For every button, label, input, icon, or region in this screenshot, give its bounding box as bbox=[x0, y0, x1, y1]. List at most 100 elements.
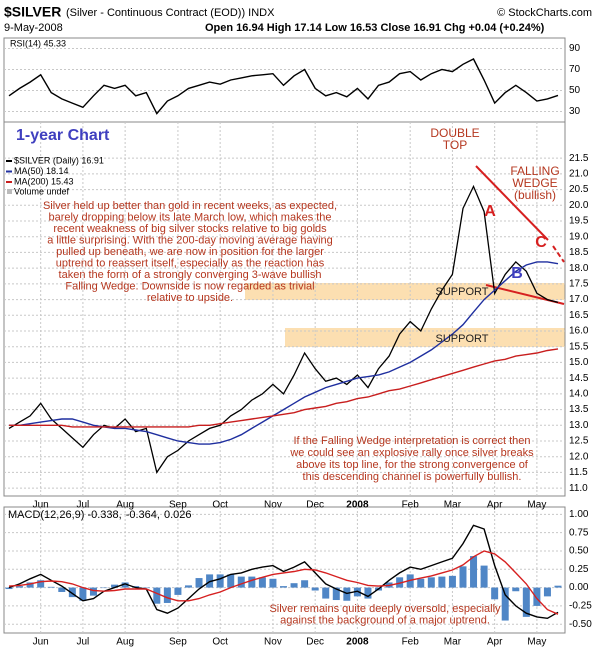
histogram-bar bbox=[322, 587, 330, 599]
histogram-bar bbox=[480, 565, 488, 588]
y-tick-label: 14.5 bbox=[569, 373, 589, 384]
histogram-bar bbox=[58, 587, 66, 592]
histogram-bar bbox=[163, 587, 171, 603]
copyright: © StockCharts.com bbox=[497, 7, 592, 19]
y-tick-label: 1.00 bbox=[569, 509, 589, 520]
description: (Silver - Continuous Contract (EOD)) IND… bbox=[66, 7, 275, 19]
histogram-bar bbox=[153, 587, 161, 604]
y-tick-label: 20.0 bbox=[569, 200, 589, 211]
x-tick-label: Apr bbox=[487, 500, 503, 511]
x-tick-label: Jun bbox=[33, 637, 49, 648]
y-tick-label: 21.0 bbox=[569, 168, 589, 179]
series-line bbox=[8, 58, 559, 115]
histogram-bar bbox=[111, 584, 119, 588]
series-line bbox=[9, 348, 559, 428]
y-tick-label: 17.0 bbox=[569, 294, 589, 305]
annotation: DOUBLE bbox=[430, 126, 479, 140]
y-tick-label: 15.5 bbox=[569, 341, 589, 352]
commentary: uptrend to reassert itself, especially a… bbox=[56, 257, 325, 269]
histogram-bar bbox=[258, 577, 266, 588]
commentary: If the Falling Wedge interpretation is c… bbox=[293, 435, 530, 447]
y-tick-label: 12.5 bbox=[569, 436, 589, 447]
legend-entry: Volume undef bbox=[14, 186, 70, 196]
x-tick-label: Apr bbox=[487, 637, 503, 648]
x-tick-label: Sep bbox=[169, 500, 187, 511]
commentary: taken the form of a strongly converging … bbox=[59, 269, 322, 281]
y-tick-label: 11.5 bbox=[569, 467, 588, 478]
support-label: SUPPORT bbox=[436, 286, 489, 298]
commentary: relative to upside. bbox=[147, 292, 233, 304]
x-tick-label: Dec bbox=[306, 637, 324, 648]
y-tick-label: 21.5 bbox=[569, 153, 589, 164]
series-line bbox=[8, 524, 559, 620]
histogram-bar bbox=[280, 586, 287, 588]
histogram-bar bbox=[227, 574, 235, 588]
x-tick-label: Mar bbox=[444, 637, 462, 648]
x-tick-label: Jun bbox=[33, 500, 49, 511]
histogram-bar bbox=[543, 587, 551, 597]
histogram-bar bbox=[501, 587, 509, 621]
legend-entry: $SILVER (Daily) 16.91 bbox=[14, 155, 104, 165]
y-tick-label: 15.0 bbox=[569, 357, 589, 368]
histogram-bar bbox=[47, 586, 55, 588]
y-tick-label: 0.50 bbox=[569, 546, 589, 557]
histogram-bar bbox=[142, 587, 150, 589]
histogram-bar bbox=[174, 587, 182, 595]
commentary: Silver remains quite deeply oversold, es… bbox=[269, 603, 501, 615]
period-label: 1-year Chart bbox=[16, 127, 110, 144]
y-tick-label: 20.5 bbox=[569, 184, 589, 195]
x-tick-label: 2008 bbox=[346, 500, 369, 511]
annotation: FALLING bbox=[510, 164, 559, 178]
annotation: WEDGE bbox=[512, 176, 557, 190]
histogram-bar bbox=[216, 574, 224, 588]
histogram-bar bbox=[491, 587, 499, 600]
legend-entry: 0.026 bbox=[164, 509, 192, 521]
commentary: we could see an explosive rally once sil… bbox=[289, 447, 534, 459]
quote: Open 16.94 High 17.14 Low 16.53 Close 16… bbox=[205, 22, 545, 34]
y-tick-label: 19.0 bbox=[569, 231, 589, 242]
histogram-bar bbox=[37, 580, 45, 588]
y-tick-label: -0.25 bbox=[569, 601, 592, 612]
histogram-bar bbox=[512, 587, 520, 592]
x-tick-label: Oct bbox=[212, 637, 228, 648]
support-label: SUPPORT bbox=[436, 333, 489, 345]
series-line bbox=[8, 184, 559, 474]
legend-entry: MA(200) 15.43 bbox=[14, 176, 74, 186]
y-tick-label: 16.5 bbox=[569, 310, 589, 321]
x-tick-label: Nov bbox=[264, 500, 282, 511]
x-tick-label: May bbox=[527, 500, 546, 511]
x-tick-label: Aug bbox=[116, 500, 134, 511]
y-tick-label: 13.0 bbox=[569, 420, 589, 431]
histogram-bar bbox=[132, 586, 140, 588]
histogram-bar bbox=[438, 576, 446, 588]
histogram-bar bbox=[121, 582, 129, 588]
x-tick-label: Aug bbox=[116, 637, 134, 648]
commentary: barely dropping below its late March low… bbox=[48, 211, 331, 223]
y-tick-label: 12.0 bbox=[569, 451, 589, 462]
histogram-bar bbox=[248, 576, 256, 588]
wave-label: B bbox=[511, 265, 523, 282]
x-tick-label: Mar bbox=[444, 500, 462, 511]
histogram-bar bbox=[301, 580, 309, 588]
y-tick-label: 19.5 bbox=[569, 216, 589, 227]
y-tick-label: 16.0 bbox=[569, 326, 589, 337]
histogram-bar bbox=[554, 585, 562, 588]
y-tick-label: -0.50 bbox=[569, 619, 592, 630]
commentary: a little surprising. With the 200-day mo… bbox=[47, 234, 333, 246]
histogram-bar bbox=[522, 587, 530, 617]
y-tick-label: 18.5 bbox=[569, 247, 589, 258]
histogram-bar bbox=[195, 578, 203, 588]
y-tick-label: 17.5 bbox=[569, 278, 589, 289]
histogram-bar bbox=[269, 578, 277, 588]
histogram-bar bbox=[332, 587, 340, 601]
commentary: pulled up beneath, we are now in positio… bbox=[56, 246, 324, 258]
y-tick-label: 50 bbox=[569, 85, 581, 96]
histogram-bar bbox=[364, 587, 372, 599]
support-band bbox=[245, 283, 565, 300]
histogram-bar bbox=[448, 575, 456, 588]
y-tick-label: 70 bbox=[569, 64, 581, 75]
annotation: (bullish) bbox=[514, 188, 556, 202]
y-tick-label: 0.75 bbox=[569, 527, 589, 538]
